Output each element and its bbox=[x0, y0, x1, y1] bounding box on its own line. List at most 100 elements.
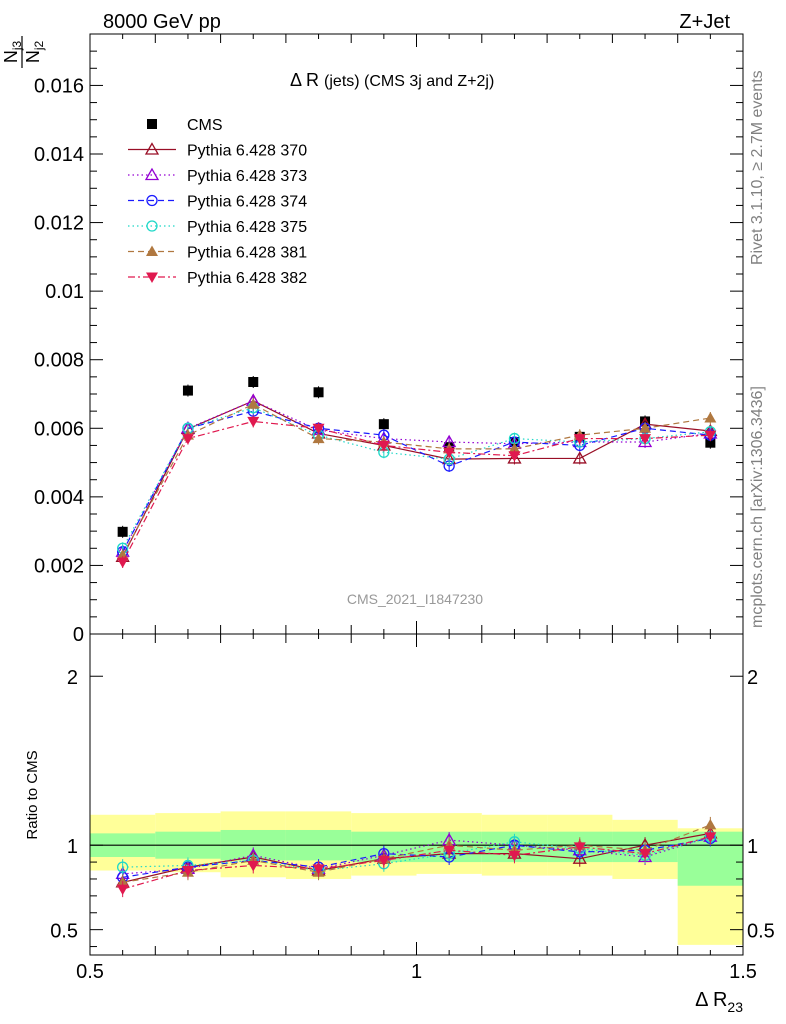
mcplots-note: mcplots.cern.ch [arXiv:1306.3436] bbox=[749, 386, 766, 628]
main-data-point bbox=[181, 434, 194, 445]
main-data-point bbox=[378, 419, 389, 430]
legend-label: Pythia 6.428 381 bbox=[187, 245, 307, 262]
main-ytick-label: 0.002 bbox=[34, 555, 84, 577]
ylabel-denominator: N bbox=[23, 50, 43, 63]
main-data-point bbox=[705, 437, 716, 448]
ratio-data-point bbox=[704, 832, 717, 843]
ylabel-numerator-sub: j3 bbox=[10, 41, 24, 52]
main-ytick-label: 0.014 bbox=[34, 144, 84, 166]
main-data-point bbox=[248, 377, 259, 387]
legend-entry: Pythia 6.428 374 bbox=[128, 194, 307, 211]
legend-marker bbox=[146, 245, 158, 256]
main-series-line bbox=[122, 400, 711, 552]
main-title: Δ R (jets) (CMS 3j and Z+2j) bbox=[290, 70, 494, 90]
legend-label: Pythia 6.428 370 bbox=[187, 143, 307, 160]
legend-label: CMS bbox=[187, 117, 223, 134]
main-data-point bbox=[639, 434, 652, 445]
ratio-frame bbox=[89, 633, 744, 956]
main-data-point bbox=[247, 416, 260, 428]
main-series-line bbox=[122, 410, 711, 552]
ylabel-denominator-sub: j2 bbox=[32, 41, 46, 52]
main-ytick-label: 0.01 bbox=[45, 281, 84, 303]
main-data-point bbox=[377, 440, 390, 452]
ratio-ytick-label-right: 0.5 bbox=[747, 921, 775, 943]
legend-entry: Pythia 6.428 373 bbox=[128, 167, 307, 185]
rivet-note: Rivet 3.1.10, ≥ 2.7M events bbox=[749, 70, 766, 265]
legend-marker bbox=[144, 142, 160, 155]
main-data-point bbox=[443, 447, 456, 459]
main-ytick-label: 0.004 bbox=[34, 487, 84, 509]
ratio-data-point bbox=[377, 855, 390, 867]
legend-label: Pythia 6.428 374 bbox=[187, 194, 307, 211]
ratio-data-point bbox=[508, 850, 521, 862]
main-data-point bbox=[117, 526, 128, 537]
main-ytick-label: 0.006 bbox=[34, 418, 84, 440]
main-data-point bbox=[639, 422, 652, 433]
analysis-watermark: CMS_2021_I1847230 bbox=[347, 591, 483, 607]
main-panel: 0 0.002 0.004 0.006 0.008 0.01 0.012 0.014 0.016 bbox=[34, 33, 744, 646]
ratio-xtick-label: 1 bbox=[411, 961, 422, 983]
main-data-point bbox=[704, 430, 717, 442]
svg-text:Nj2: Nj2 bbox=[23, 41, 46, 64]
legend-label: Pythia 6.428 382 bbox=[187, 270, 307, 287]
main-data-point bbox=[247, 398, 260, 409]
ratio-ytick-label-right: 1 bbox=[747, 836, 758, 858]
header-left: 8000 GeV pp bbox=[103, 11, 221, 33]
legend-marker bbox=[147, 119, 157, 129]
main-series bbox=[117, 376, 716, 538]
ratio-data-point bbox=[181, 866, 194, 877]
ylabel-numerator: N bbox=[1, 50, 21, 63]
main-data-point bbox=[704, 412, 717, 423]
main-series bbox=[117, 405, 716, 558]
ratio-data-point bbox=[572, 851, 587, 864]
ratio-ytick-label-right: 2 bbox=[747, 667, 758, 689]
main-series-line bbox=[122, 420, 711, 563]
legend-marker bbox=[146, 272, 158, 283]
legend-entry: Pythia 6.428 370 bbox=[128, 142, 307, 160]
main-series-line bbox=[122, 400, 711, 558]
ratio-ytick-label-left: 0.5 bbox=[50, 921, 78, 943]
ratio-ylabel: Ratio to CMS bbox=[24, 750, 41, 839]
main-ytick-label: 0.008 bbox=[34, 350, 84, 372]
ratio-data-point bbox=[639, 849, 652, 860]
main-title-rest: (jets) (CMS 3j and Z+2j) bbox=[324, 73, 494, 90]
main-data-point bbox=[182, 385, 193, 396]
legend-entry: Pythia 6.428 375 bbox=[128, 219, 307, 236]
ratio-panel: 0.5 0.5 1 1 2 2 0.5 1 1.5 bbox=[50, 633, 775, 983]
main-data-point bbox=[312, 423, 325, 435]
legend-label: Pythia 6.428 373 bbox=[187, 168, 307, 185]
main-data-point bbox=[572, 451, 587, 464]
legend-entry: Pythia 6.428 382 bbox=[128, 270, 307, 287]
main-ytick-label: 0.012 bbox=[34, 213, 84, 235]
ratio-series bbox=[116, 828, 717, 898]
ratio-data-point bbox=[117, 861, 129, 873]
main-series bbox=[116, 415, 717, 568]
ratio-series-line bbox=[122, 836, 711, 890]
ratio-data-point bbox=[573, 842, 586, 853]
main-ytick-label: 0 bbox=[73, 624, 84, 646]
main-data-point bbox=[508, 442, 521, 454]
main-ylabel: Nj3 Nj2 bbox=[1, 36, 46, 68]
xlabel-symbol: Δ R bbox=[695, 989, 727, 1011]
ratio-series-line bbox=[122, 824, 711, 883]
header-right: Z+Jet bbox=[679, 11, 730, 33]
main-data-point bbox=[637, 434, 653, 448]
main-series-line bbox=[122, 407, 711, 549]
ratio-data-point bbox=[704, 818, 717, 830]
ratio-series-line bbox=[122, 832, 711, 883]
main-data-point bbox=[508, 451, 521, 462]
main-data-point bbox=[573, 434, 586, 445]
legend-entry: CMS bbox=[147, 117, 223, 134]
legend-entry: Pythia 6.428 381 bbox=[128, 245, 307, 262]
ratio-ytick-label-left: 2 bbox=[67, 667, 78, 689]
main-series bbox=[115, 393, 718, 563]
legend-label: Pythia 6.428 375 bbox=[187, 219, 307, 236]
main-data-point bbox=[507, 451, 522, 464]
legend: CMS Pythia 6.428 370 Pythia 6.428 373 Pythi… bbox=[128, 117, 307, 287]
main-data-point bbox=[312, 432, 325, 444]
ratio-xlabel: Δ R23 bbox=[695, 989, 743, 1015]
legend-marker bbox=[144, 167, 160, 181]
main-ytick-label: 0.016 bbox=[34, 75, 84, 97]
main-data-point bbox=[116, 557, 129, 568]
